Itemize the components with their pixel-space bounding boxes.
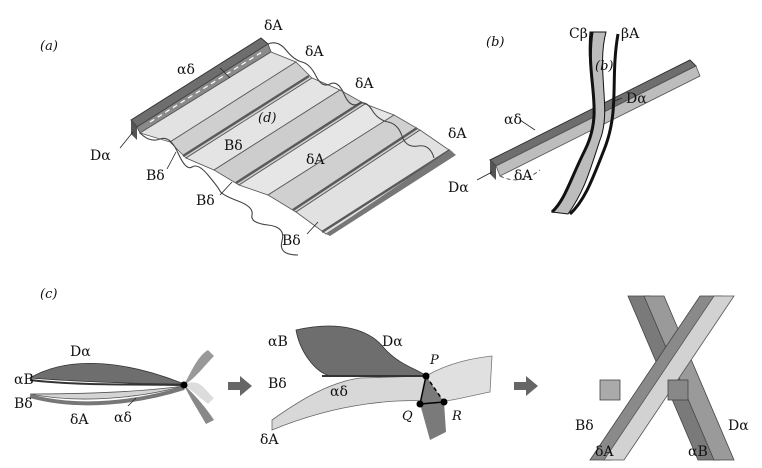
c-mid-light-sheet bbox=[271, 375, 441, 431]
c-mid-QR bbox=[419, 401, 445, 405]
arrow-1 bbox=[228, 376, 252, 396]
c-mid-PQ bbox=[419, 375, 427, 405]
label-alpha-delta: αδ bbox=[177, 62, 195, 78]
c-mid-point-R bbox=[440, 398, 448, 406]
b-label-b: (b) bbox=[595, 59, 613, 74]
label-B-delta-1: Bδ bbox=[146, 168, 165, 184]
label-delta-A-4: δA bbox=[448, 126, 467, 142]
divider-ridge-1 bbox=[182, 74, 310, 158]
panel-c-right: Bδ δA αB Dα bbox=[575, 295, 749, 461]
label-D-alpha: Dα bbox=[90, 148, 111, 164]
c-right-junction-right bbox=[667, 379, 689, 401]
c-left-mid-line bbox=[29, 379, 185, 386]
c-mid-label-Q: Q bbox=[402, 409, 413, 424]
label-delta-A-5: δA bbox=[306, 152, 325, 168]
panel-b-tag: (b) bbox=[486, 35, 504, 50]
label-d: (d) bbox=[258, 111, 276, 126]
panel-a-tag: (a) bbox=[40, 39, 58, 54]
beta-A-edge bbox=[568, 33, 620, 216]
c-left-fan-lower bbox=[184, 385, 214, 424]
c-left-leader bbox=[127, 397, 137, 407]
label-delta-A-2: δA bbox=[305, 44, 324, 60]
c-left-label-B-delta: Bδ bbox=[14, 396, 33, 412]
ridge-dashed-line bbox=[149, 51, 263, 123]
c-right-label-alpha-B: αB bbox=[688, 444, 708, 460]
c-mid-label-B-delta: Bδ bbox=[268, 376, 287, 392]
arrow-2 bbox=[514, 376, 538, 396]
c-mid-lower-flap bbox=[420, 376, 446, 440]
leader-D-alpha bbox=[119, 131, 134, 149]
panel-c-left: Dα αB Bδ δA αδ bbox=[14, 344, 214, 428]
c-mid-point-Q bbox=[416, 400, 424, 408]
panel-c-tag: (c) bbox=[40, 287, 57, 302]
wavy-bottom-edge bbox=[139, 132, 299, 256]
b-ridge-dash bbox=[499, 169, 541, 181]
label-delta-A-1: δA bbox=[264, 18, 283, 34]
divider-ridge-4 bbox=[321, 148, 451, 234]
b-label-beta-A: βA bbox=[621, 26, 640, 42]
c-right-label-delta-A: δA bbox=[595, 444, 614, 460]
c-left-fan-light bbox=[184, 382, 214, 404]
b-label-D-alpha-1: Dα bbox=[626, 91, 647, 107]
c-mid-label-alpha-B: αB bbox=[268, 334, 288, 350]
c-right-label-D-alpha: Dα bbox=[728, 418, 749, 434]
b-leader-D-alpha-2 bbox=[476, 171, 493, 181]
c-left-label-delta-A: δA bbox=[70, 412, 89, 428]
b-label-alpha-delta: αδ bbox=[504, 112, 522, 128]
c-right-band-delta-A bbox=[603, 295, 735, 461]
b-ridge-fold bbox=[490, 160, 496, 180]
c-mid-label-alpha-delta: αδ bbox=[330, 384, 348, 400]
c-mid-label-R: R bbox=[451, 409, 462, 424]
panel-a: (a) bbox=[40, 18, 467, 256]
b-label-D-alpha-2: Dα bbox=[448, 180, 469, 196]
panel-b: (b) Cβ βA (b) αδ Dα Dα δA bbox=[448, 26, 701, 216]
end-fold bbox=[326, 150, 456, 236]
c-mid-point-P bbox=[422, 372, 430, 380]
c-mid-label-delta-A: δA bbox=[260, 432, 279, 448]
c-left-fan-upper bbox=[184, 350, 214, 385]
c-right-junction-left bbox=[599, 379, 621, 401]
leader-alpha-delta bbox=[219, 67, 231, 79]
c-beta-edge bbox=[550, 31, 596, 214]
label-delta-A-3: δA bbox=[355, 76, 374, 92]
label-B-delta-2: Bδ bbox=[224, 138, 243, 154]
divider-ridge-2 bbox=[235, 100, 363, 185]
c-left-junction-dot bbox=[180, 381, 188, 389]
c-right-label-B-delta: Bδ bbox=[575, 418, 594, 434]
c-mid-PR-dashed bbox=[425, 375, 445, 403]
wavy-top-edge bbox=[267, 42, 435, 159]
b-leader-alpha-delta bbox=[519, 119, 536, 131]
c-mid-dark-sheet bbox=[295, 325, 427, 377]
b-leader-D-alpha-1 bbox=[611, 97, 623, 103]
leader-B-delta-4 bbox=[306, 221, 319, 235]
c-left-lower-band bbox=[29, 386, 185, 406]
c-right-band-alpha-B bbox=[643, 295, 735, 461]
panel-c-middle: αB Dα Bδ αδ δA P Q R bbox=[260, 325, 493, 448]
c-left-label-alpha-delta: αδ bbox=[114, 410, 132, 426]
c-mid-right-sheet bbox=[425, 355, 493, 403]
c-left-label-D-alpha: Dα bbox=[70, 344, 91, 360]
leader-B-delta-3 bbox=[219, 181, 233, 196]
divider-ridge-3 bbox=[292, 126, 418, 212]
leader-B-delta-1 bbox=[166, 151, 177, 170]
panel-a-sheets bbox=[130, 37, 456, 256]
b-label-C-beta: Cβ bbox=[569, 26, 588, 42]
c-left-dark-sheet bbox=[28, 363, 185, 385]
c-mid-label-D-alpha: Dα bbox=[382, 334, 403, 350]
c-left-label-alpha-B: αB bbox=[14, 372, 34, 388]
c-mid-label-P: P bbox=[429, 353, 439, 368]
label-B-delta-4: Bδ bbox=[282, 233, 301, 249]
label-B-delta-3: Bδ bbox=[196, 193, 215, 209]
b-label-delta-A: δA bbox=[514, 168, 533, 184]
ridge-left-fold bbox=[131, 120, 137, 140]
